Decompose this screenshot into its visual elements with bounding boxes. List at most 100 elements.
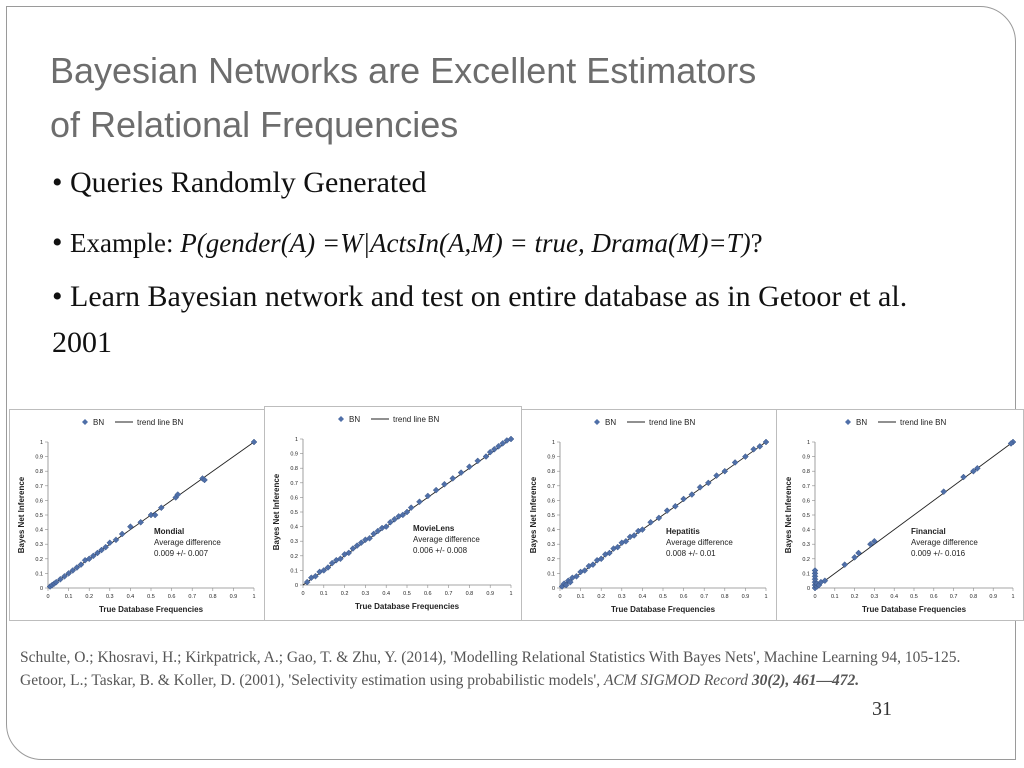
y-tick-label: 0.6 xyxy=(35,498,43,504)
x-tick-label: 0.7 xyxy=(188,594,196,600)
x-tick-label: 0.9 xyxy=(989,594,997,600)
y-tick-label: 0.5 xyxy=(547,513,555,519)
data-point xyxy=(57,575,64,583)
data-point xyxy=(622,537,630,545)
data-point xyxy=(960,473,967,481)
data-point xyxy=(855,549,862,557)
x-tick-label: 0.5 xyxy=(659,594,667,600)
y-tick-label: 0.5 xyxy=(802,513,810,519)
x-axis-title: True Database Frequencies xyxy=(99,605,204,614)
slide-title-line1: Bayesian Networks are Excellent Estimato… xyxy=(50,50,757,91)
reference-2-journal: ACM SIGMOD Record xyxy=(603,672,749,689)
data-point xyxy=(324,564,332,571)
data-point xyxy=(639,526,646,533)
chart-panel-hepatitis: BN trend line BN 0 0.1 0.2 0.3 0.4 0.5 0.6 0.7 0.8… xyxy=(521,409,777,621)
data-point xyxy=(69,567,77,574)
legend-marker-icon xyxy=(338,416,344,422)
data-point xyxy=(762,438,770,446)
reference-2-volume: 30(2), 461—472. xyxy=(748,672,860,689)
data-point xyxy=(672,502,679,510)
y-tick-label: 0.9 xyxy=(290,452,298,458)
y-tick-label: 0.6 xyxy=(547,498,555,504)
data-point xyxy=(742,453,749,460)
data-point xyxy=(705,479,712,487)
scatter-chart-mondial: BN trend line BN 0 0.1 0.2 0.3 0.4 0.5 0.6 0.7 0.8… xyxy=(17,418,258,614)
data-point xyxy=(573,573,580,580)
x-tick-label: 0.4 xyxy=(127,594,135,600)
x-tick-label: 0 xyxy=(813,594,816,600)
x-tick-label: 0.3 xyxy=(362,591,370,597)
data-point xyxy=(750,446,757,453)
data-point xyxy=(73,564,81,571)
y-tick-label: 0.1 xyxy=(802,571,810,577)
data-point xyxy=(328,559,336,567)
x-tick-label: 0 xyxy=(46,594,49,600)
x-axis-title: True Database Frequencies xyxy=(862,605,967,614)
y-tick-label: 0.9 xyxy=(35,455,43,461)
data-point xyxy=(597,555,605,563)
data-point xyxy=(90,552,97,560)
annotation-avg-label: Average difference xyxy=(413,535,480,544)
legend-label-trend: trend line BN xyxy=(900,418,946,427)
data-point xyxy=(387,518,394,526)
data-point xyxy=(312,572,319,580)
x-tick-label: 0.8 xyxy=(466,591,474,597)
legend-marker-icon xyxy=(845,419,851,425)
y-axis-title: Bayes Net Inference xyxy=(272,473,281,550)
annotation-avg-value: 0.009 +/- 0.016 xyxy=(911,549,966,558)
y-tick-label: 0.5 xyxy=(35,513,43,519)
x-tick-label: 1 xyxy=(509,591,512,597)
x-tick-label: 0.7 xyxy=(445,591,453,597)
y-tick-label: 0.4 xyxy=(547,528,555,534)
bullet-text-2-prefix: Example: xyxy=(70,228,181,258)
x-tick-label: 0.1 xyxy=(831,594,839,600)
x-tick-label: 1 xyxy=(764,594,767,600)
reference-2: Getoor, L.; Taskar, B. & Koller, D. (200… xyxy=(20,669,980,692)
data-point xyxy=(871,537,878,545)
data-point xyxy=(696,483,704,491)
data-point xyxy=(663,507,671,514)
y-axis-title: Bayes Net Inference xyxy=(17,476,26,553)
data-point xyxy=(867,540,874,548)
legend-marker-icon xyxy=(82,419,88,425)
data-point xyxy=(345,549,353,557)
x-tick-label: 0 xyxy=(301,591,304,597)
data-point xyxy=(85,555,93,563)
data-point xyxy=(151,511,159,519)
data-point xyxy=(61,573,68,580)
data-point xyxy=(65,570,72,577)
data-point xyxy=(391,516,398,523)
legend-label-bn: BN xyxy=(93,418,104,427)
y-axis-title: Bayes Net Inference xyxy=(784,476,793,553)
legend-label-bn: BN xyxy=(349,415,360,424)
data-point xyxy=(581,567,589,574)
data-point xyxy=(370,530,378,538)
reference-2-text: Getoor, L.; Taskar, B. & Koller, D. (200… xyxy=(20,672,604,689)
data-point xyxy=(94,549,101,557)
data-point xyxy=(137,519,144,526)
x-tick-label: 1 xyxy=(1011,594,1014,600)
scatter-chart-financial: BN trend line BN 0 0.1 0.2 0.3 0.4 0.5 0.6 0.7 0.8… xyxy=(784,418,1017,614)
data-point xyxy=(320,567,328,574)
y-tick-label: 0 xyxy=(552,586,555,592)
data-point xyxy=(407,504,415,511)
annotation-avg-label: Average difference xyxy=(666,538,733,547)
data-point xyxy=(486,448,494,456)
y-tick-label: 0.1 xyxy=(35,571,43,577)
x-tick-label: 1 xyxy=(252,594,255,600)
data-point xyxy=(52,578,60,586)
y-tick-label: 0.4 xyxy=(802,528,810,534)
x-tick-label: 0.8 xyxy=(970,594,978,600)
x-tick-label: 0.7 xyxy=(700,594,708,600)
data-point xyxy=(457,469,465,476)
data-point xyxy=(1007,440,1015,447)
x-axis-title: True Database Frequencies xyxy=(611,605,716,614)
data-point xyxy=(589,561,597,568)
scatter-chart-hepatitis: BN trend line BN 0 0.1 0.2 0.3 0.4 0.5 0.6 0.7 0.8… xyxy=(529,418,770,614)
data-point xyxy=(630,532,638,539)
x-tick-label: 0 xyxy=(558,594,561,600)
data-point xyxy=(851,554,858,561)
x-tick-label: 0.6 xyxy=(424,591,432,597)
data-point xyxy=(974,464,981,472)
bullet-item-3: • Learn Bayesian network and test on ent… xyxy=(52,274,932,366)
